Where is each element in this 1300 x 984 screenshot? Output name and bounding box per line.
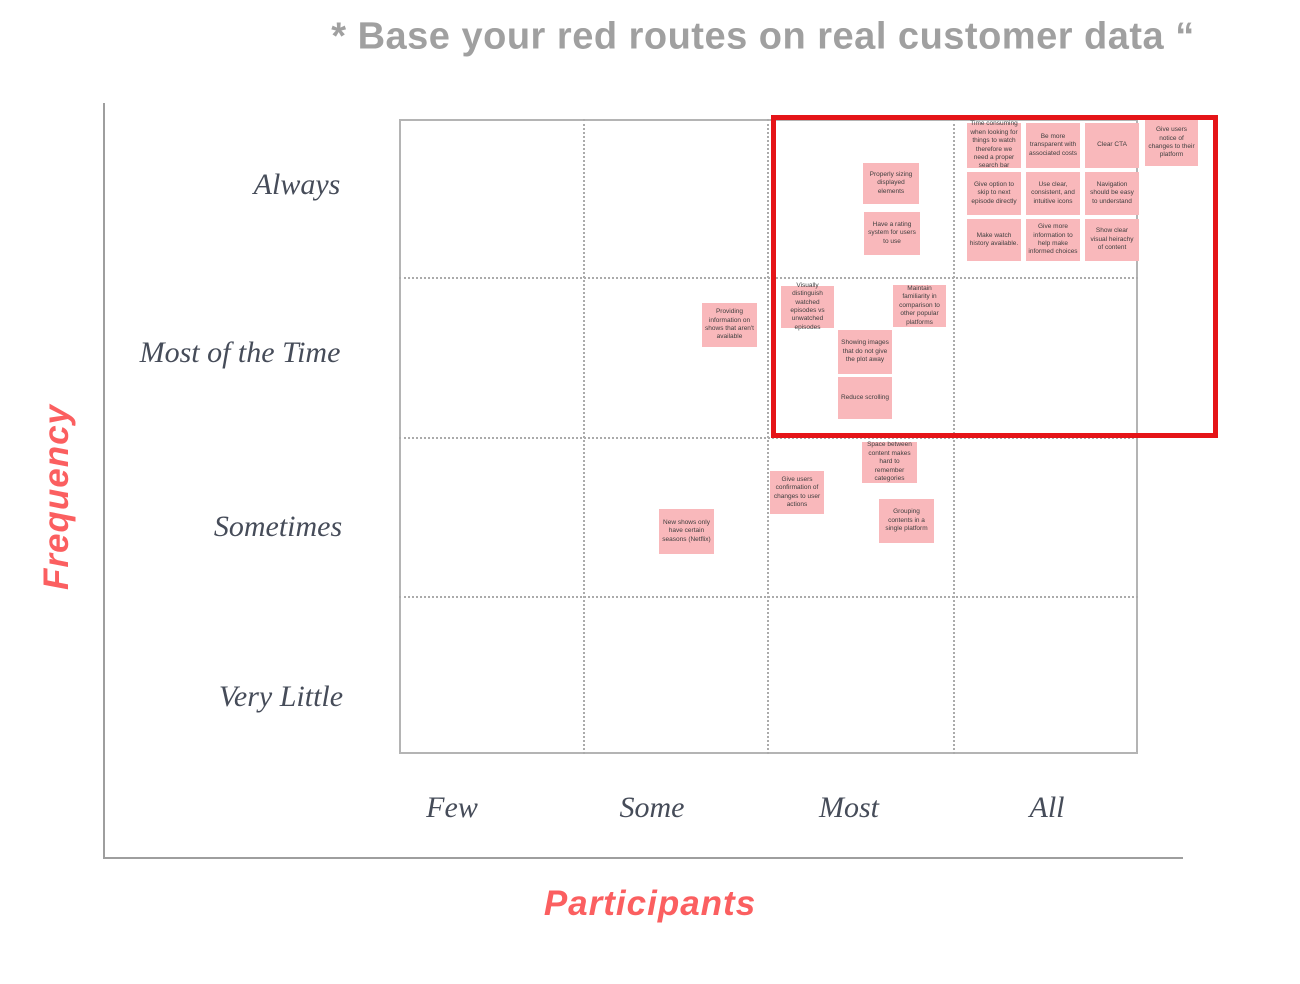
sticky-note[interactable]: Use clear, consistent, and intuitive ico… <box>1026 172 1080 215</box>
sticky-note[interactable]: Reduce scrolling <box>838 377 892 419</box>
x-tick-few: Few <box>426 791 478 824</box>
gridline-vertical <box>767 119 769 754</box>
x-axis-line <box>103 857 1183 859</box>
chart-title: * Base your red routes on real customer … <box>331 15 1195 58</box>
y-tick-very-little: Very Little <box>218 680 344 713</box>
sticky-note[interactable]: Visually distinguish watched episodes vs… <box>781 282 834 331</box>
y-tick-most-of-the-time: Most of the Time <box>139 336 341 369</box>
sticky-note[interactable]: Properly sizing displayed elements <box>863 163 919 204</box>
y-tick-always: Always <box>253 168 341 201</box>
sticky-note[interactable]: Providing information on shows that aren… <box>702 303 757 347</box>
sticky-note[interactable]: Navigation should be easy to understand <box>1085 172 1139 215</box>
gridline-horizontal <box>399 277 1138 279</box>
gridline-horizontal <box>399 437 1138 439</box>
sticky-note[interactable]: Clear CTA <box>1085 123 1139 168</box>
sticky-note[interactable]: Show clear visual heirachy of content <box>1085 219 1139 261</box>
y-axis-line <box>103 103 105 859</box>
y-tick-sometimes: Sometimes <box>213 510 343 543</box>
sticky-note[interactable]: Have a rating system for users to use <box>864 212 920 255</box>
sticky-note[interactable]: Showing images that do not give the plot… <box>838 330 892 374</box>
x-tick-some: Some <box>619 791 685 824</box>
gridline-horizontal <box>399 596 1138 598</box>
sticky-note[interactable]: Give option to skip to next episode dire… <box>967 172 1021 215</box>
y-axis-label: Frequency <box>37 404 76 590</box>
x-tick-most: Most <box>819 791 879 824</box>
sticky-note[interactable]: Space between content makes hard to reme… <box>862 441 917 483</box>
sticky-note[interactable]: Time consuming when looking for things t… <box>967 120 1021 169</box>
sticky-note[interactable]: Give users notice of changes to their pl… <box>1145 120 1198 166</box>
sticky-note[interactable]: Make watch history available. <box>967 219 1021 261</box>
sticky-note[interactable]: Maintain familiarity in comparison to ot… <box>893 285 946 327</box>
sticky-note[interactable]: Be more transparent with associated cost… <box>1026 123 1080 168</box>
x-axis-label: Participants <box>543 884 757 923</box>
x-tick-all: All <box>1029 791 1065 824</box>
sticky-note[interactable]: Grouping contents in a single platform <box>879 499 934 543</box>
sticky-note[interactable]: Give users confirmation of changes to us… <box>770 471 824 514</box>
sticky-note[interactable]: Give more information to help make infor… <box>1026 219 1080 261</box>
sticky-note[interactable]: New shows only have certain seasons (Net… <box>659 509 714 554</box>
gridline-vertical <box>583 119 585 754</box>
red-routes-highlight-box <box>771 115 1218 438</box>
